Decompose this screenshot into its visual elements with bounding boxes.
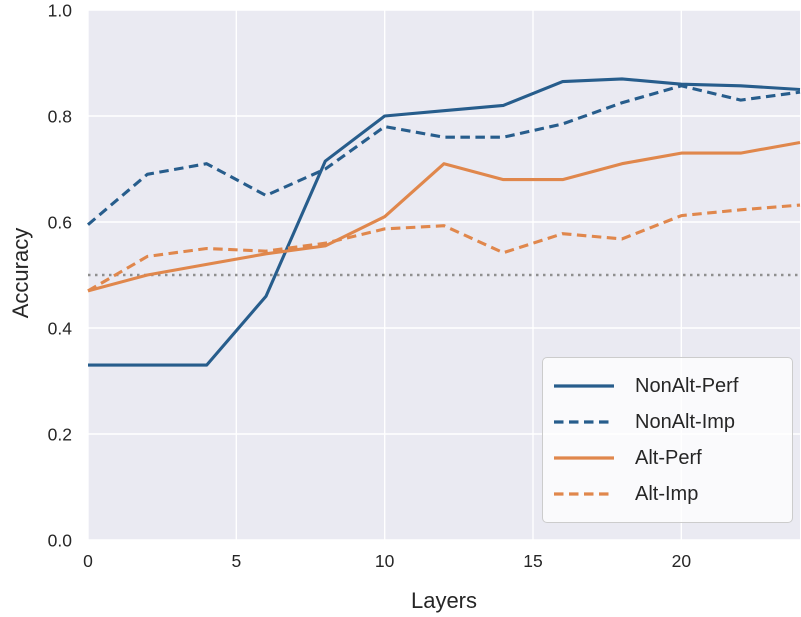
y-tick-label: 0.8 — [48, 106, 72, 126]
series-line-alt-perf — [87, 140, 801, 293]
series-line-nonalt-perf — [88, 77, 801, 367]
legend-line-sample-solid-orange — [554, 456, 614, 460]
legend-item: NonAlt-Perf — [553, 376, 782, 396]
legend-label: NonAlt-Perf — [635, 375, 739, 397]
legend-label: Alt-Imp — [635, 483, 699, 505]
x-axis-label: Layers — [410, 588, 478, 613]
y-tick-label: 1.0 — [48, 0, 73, 20]
y-tick-label: 0.2 — [48, 424, 72, 444]
legend: NonAlt-Perf NonAlt-Imp Alt-Perf Alt-Imp — [542, 357, 793, 523]
legend-item: NonAlt-Imp — [553, 412, 782, 432]
y-tick-label: 0.4 — [48, 318, 73, 338]
series-line-nonalt-imp — [86, 84, 801, 226]
legend-item: Alt-Imp — [553, 484, 782, 504]
x-tick-label: 0 — [83, 551, 93, 571]
x-tick-label: 5 — [231, 551, 241, 571]
x-tick-label: 10 — [375, 551, 395, 571]
x-tick-label: 20 — [672, 551, 692, 571]
legend-line-sample-dashed-orange — [554, 492, 614, 496]
legend-line-sample-solid-blue — [554, 384, 614, 388]
legend-line-sample-dashed-blue — [554, 420, 614, 424]
legend-label: Alt-Perf — [635, 447, 702, 469]
y-tick-label: 0.6 — [48, 212, 72, 232]
x-tick-label: 15 — [523, 551, 542, 571]
legend-item: Alt-Perf — [553, 448, 782, 468]
y-axis-label: Accuracy — [8, 227, 33, 319]
series-line-alt-imp — [87, 203, 801, 293]
legend-label: NonAlt-Imp — [635, 411, 736, 433]
y-tick-label: 0.0 — [48, 530, 73, 550]
